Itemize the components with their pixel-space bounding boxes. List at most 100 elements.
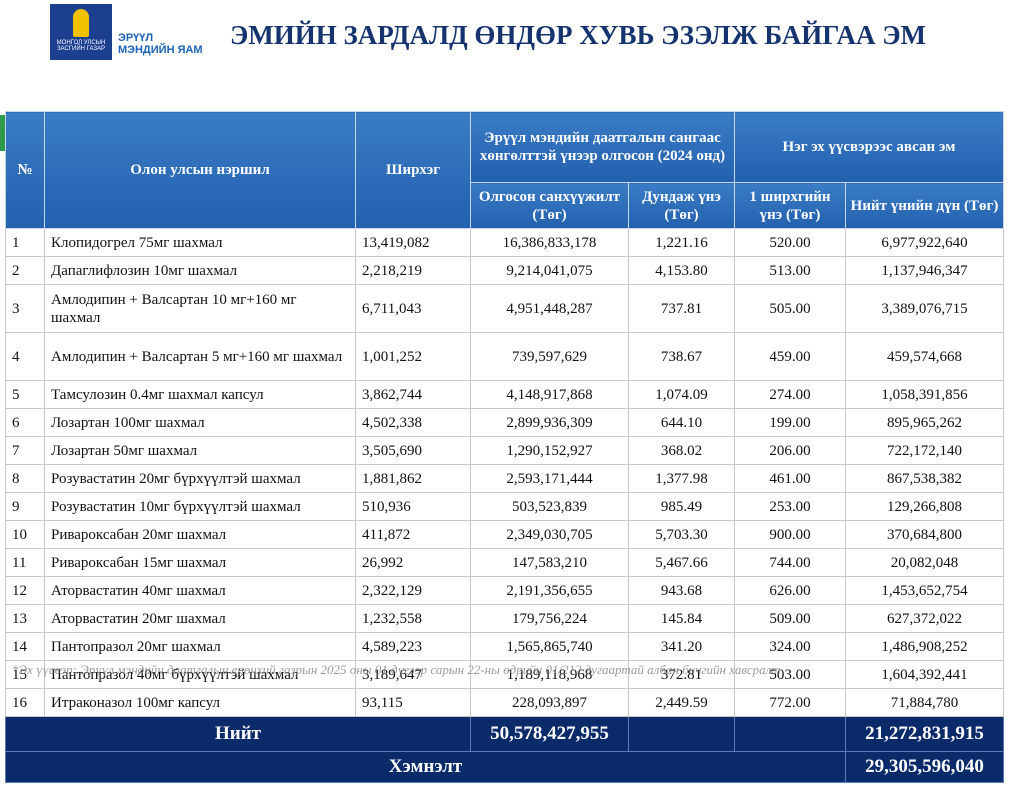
funding: 4,951,448,287 [470,284,629,333]
average-price: 1,074.09 [628,380,735,409]
empty-cell [734,716,846,752]
quantity: 2,322,129 [355,576,471,605]
drug-name: Ривароксабан 20мг шахмал [44,520,356,549]
col-header: Дундаж үнэ (Төг) [628,182,735,229]
funding: 503,523,839 [470,492,629,521]
total-price: 71,884,780 [845,688,1004,717]
funding: 228,093,897 [470,688,629,717]
logo-line: МОНГОЛ УЛСЫН [56,40,106,46]
quantity: 4,589,223 [355,632,471,661]
row-number: 6 [5,408,45,437]
row-number: 1 [5,228,45,257]
row-number: 3 [5,284,45,333]
savings-label: Хэмнэлт [5,751,846,783]
header-row: № Олон улсын нэршил Ширхэг Эрүүл мэндийн… [5,111,1004,229]
average-price: 737.81 [628,284,735,333]
data-row: 2 Дапаглифлозин 10мг шахмал 2,218,219 9,214… [5,256,1004,285]
row-number: 13 [5,604,45,633]
data-row: 8 Розувастатин 20мг бүрхүүлтэй шахмал 1,88… [5,464,1004,493]
col-header: Ширхэг [355,111,471,229]
row-number: 4 [5,332,45,381]
data-row: 1 Клопидогрел 75мг шахмал 13,419,082 16,386… [5,228,1004,257]
total-price: 722,172,140 [845,436,1004,465]
quantity: 93,115 [355,688,471,717]
group-header: Эрүүл мэндийн даатгалын сангаас хөнгөлтт… [470,111,735,183]
average-price: 5,703.30 [628,520,735,549]
side-bar [0,115,5,151]
drug-name: Лозартан 100мг шахмал [44,408,356,437]
data-row: 5 Тамсулозин 0.4мг шахмал капсул 3,862,744… [5,380,1004,409]
row-number: 11 [5,548,45,577]
row-number: 14 [5,632,45,661]
row-number: 16 [5,688,45,717]
ministry-line: ЭРҮҮЛ [118,32,154,44]
data-row: 14 Пантопразол 20мг шахмал 4,589,223 1,565,… [5,632,1004,661]
emblem [73,9,89,37]
drug-name: Розувастатин 20мг бүрхүүлтэй шахмал [44,464,356,493]
header-row: Олгосон санхүүжилт (Төг) Дундаж үнэ (Төг… [6,182,1004,229]
quantity: 1,881,862 [355,464,471,493]
average-price: 341.20 [628,632,735,661]
drug-name: Амлодипин + Валсартан 10 мг+160 мг шахма… [44,284,356,333]
total-price: 1,453,652,754 [845,576,1004,605]
total-funded: 50,578,427,955 [470,716,629,752]
average-price: 644.10 [628,408,735,437]
col-header: Олон улсын нэршил [44,111,356,229]
funding: 1,565,865,740 [470,632,629,661]
total-price: 370,684,800 [845,520,1004,549]
funding: 9,214,041,075 [470,256,629,285]
drug-name: Амлодипин + Валсартан 5 мг+160 мг шахмал [44,332,356,381]
average-price: 145.84 [628,604,735,633]
data-row: 15 Пантопразол 40мг бүрхүүлтэй шахмал 3,18… [5,660,1004,689]
drug-name: Тамсулозин 0.4мг шахмал капсул [44,380,356,409]
average-price: 368.02 [628,436,735,465]
row-number: 5 [5,380,45,409]
average-price: 985.49 [628,492,735,521]
drug-name: Пантопразол 20мг шахмал [44,632,356,661]
total-price: 867,538,382 [845,464,1004,493]
drug-name: Лозартан 50мг шахмал [44,436,356,465]
unit-price: 459.00 [734,332,846,381]
row-number: 12 [5,576,45,605]
unit-price: 503.00 [734,660,846,689]
unit-price: 626.00 [734,576,846,605]
quantity: 1,232,558 [355,604,471,633]
quantity: 3,862,744 [355,380,471,409]
total-price: 459,574,668 [845,332,1004,381]
data-row: 3 Амлодипин + Валсартан 10 мг+160 мг шахм… [5,284,1004,333]
unit-price: 772.00 [734,688,846,717]
row-number: 8 [5,464,45,493]
quantity: 1,001,252 [355,332,471,381]
row-number: 10 [5,520,45,549]
funding: 1,189,118,968 [470,660,629,689]
average-price: 1,221.16 [628,228,735,257]
quantity: 3,189,647 [355,660,471,689]
total-price: 1,137,946,347 [845,256,1004,285]
col-header: № [5,111,45,229]
unit-price: 744.00 [734,548,846,577]
quantity: 510,936 [355,492,471,521]
quantity: 13,419,082 [355,228,471,257]
unit-price: 253.00 [734,492,846,521]
total-row: Нийт 50,578,427,955 21,272,831,915 [5,716,1004,752]
data-row: 9 Розувастатин 10мг бүрхүүлтэй шахмал 510,… [5,492,1004,521]
funding: 2,593,171,444 [470,464,629,493]
data-row: 10 Ривароксабан 20мг шахмал 411,872 2,349,0… [5,520,1004,549]
funding: 16,386,833,178 [470,228,629,257]
unit-price: 505.00 [734,284,846,333]
total-price: 129,266,808 [845,492,1004,521]
total-price: 895,965,262 [845,408,1004,437]
row-number: 7 [5,436,45,465]
group-header: Нэг эх үүсвэрээс авсан эм [734,111,1004,183]
savings-row: Хэмнэлт 29,305,596,040 [5,751,1004,783]
quantity: 26,992 [355,548,471,577]
average-price: 1,377.98 [628,464,735,493]
funding: 2,899,936,309 [470,408,629,437]
drug-table: № Олон улсын нэршил Ширхэг Эрүүл мэндийн… [5,111,1004,783]
funding: 2,191,356,655 [470,576,629,605]
funding: 739,597,629 [470,332,629,381]
unit-price: 199.00 [734,408,846,437]
unit-price: 513.00 [734,256,846,285]
drug-name: Розувастатин 10мг бүрхүүлтэй шахмал [44,492,356,521]
funding: 147,583,210 [470,548,629,577]
